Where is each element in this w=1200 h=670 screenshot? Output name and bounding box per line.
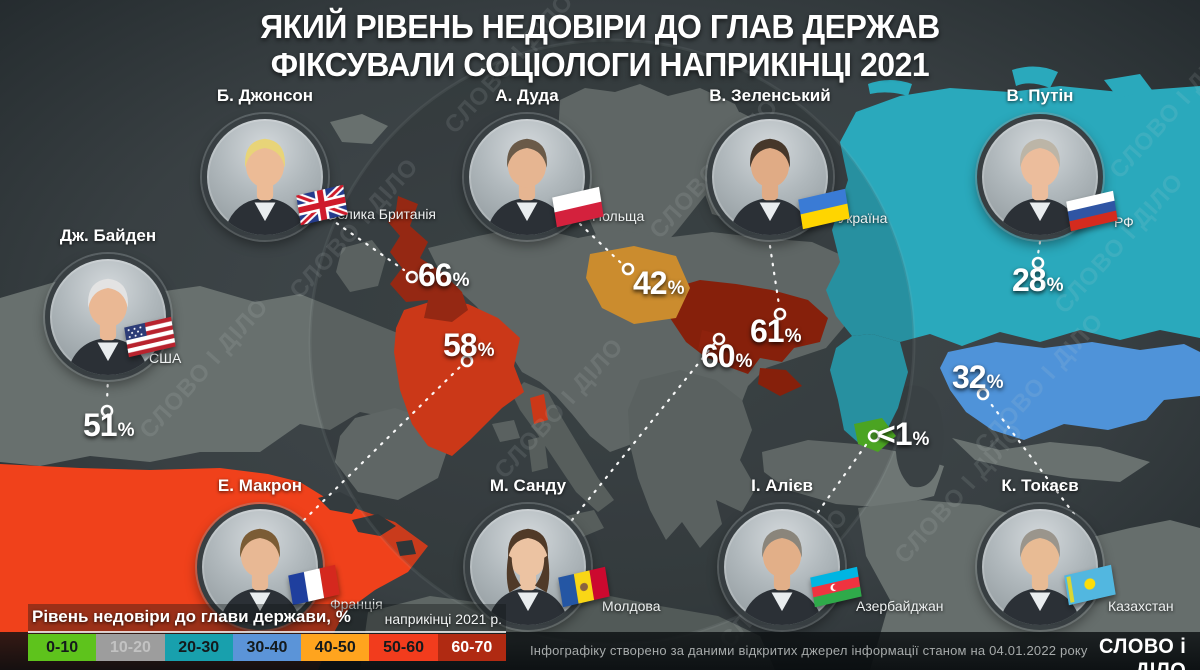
- leader-card-zelensky: В. Зеленський Україна: [685, 86, 887, 240]
- country-label: Азербайджан: [856, 598, 944, 614]
- page-title: ЯКИЙ РІВЕНЬ НЕДОВІРИ ДО ГЛАВ ДЕРЖАВ ФІКС…: [18, 8, 1182, 84]
- legend-bin-0-10: 0-10: [28, 634, 97, 661]
- leader-card-duda: А. Дуда Польща: [442, 86, 644, 240]
- russia-arctic-islands: [868, 66, 1152, 98]
- legend-bin-20-30: 20-30: [164, 634, 233, 661]
- leader-name: Дж. Байден: [59, 226, 157, 245]
- leader-card-johnson: Б. Джонсон Велика Британія: [180, 86, 436, 240]
- leader-card-sandu: М. Санду Молдова: [443, 476, 661, 630]
- legend-color-scale: 0-10 10-20 20-30 30-40 40-50 50-60 60-70: [28, 634, 506, 661]
- leader-card-aliyev: І. Алієв Азербайджан: [697, 476, 944, 630]
- legend-bin-60-70: 60-70: [437, 634, 506, 661]
- kazakhstan-flag-icon: [1064, 564, 1116, 606]
- azerbaijan-flag-icon: [810, 566, 862, 608]
- distrust-value-uk: 66%: [418, 257, 470, 293]
- leader-card-tokayev: К. Токаєв Казахстан: [955, 476, 1174, 630]
- country-label: Польща: [592, 208, 645, 224]
- leader-card-putin: В. Путін РФ: [955, 86, 1134, 240]
- legend: Рівень недовіри до глави держави, % напр…: [28, 604, 506, 661]
- france-flag-icon: [288, 564, 340, 606]
- legend-period-note: наприкінці 2021 р.: [384, 611, 502, 627]
- country-label: Франція: [330, 596, 383, 612]
- distrust-value-azerbaijan: <1%: [877, 416, 930, 452]
- leader-portrait: [45, 254, 171, 380]
- leader-name: І. Алієв: [751, 476, 813, 495]
- distrust-value-france: 58%: [443, 327, 495, 363]
- distrust-value-moldova: 60%: [701, 338, 753, 374]
- usa-flag-icon: [124, 316, 176, 358]
- leader-name: Б. Джонсон: [216, 86, 314, 105]
- country-shape-russia-caucasus: [830, 334, 908, 446]
- leader-name: К. Токаєв: [1001, 476, 1079, 495]
- country-shape-uk: [388, 196, 468, 322]
- person-photo-icon: [740, 528, 824, 625]
- person-photo-icon: [998, 528, 1082, 625]
- leader-name: Е. Макрон: [217, 476, 303, 495]
- distrust-value-ukraine: 61%: [750, 313, 802, 349]
- country-label: Україна: [838, 210, 888, 226]
- legend-header: Рівень недовіри до глави держави, % напр…: [28, 604, 506, 633]
- person-photo-icon: [998, 138, 1082, 235]
- title-line-2: ФІКСУВАЛИ СОЦІОЛОГИ НАПРИКІНЦІ 2021: [270, 46, 930, 83]
- distrust-value-kazakhstan: 32%: [952, 359, 1004, 395]
- source-note: Інфографіку створено за даними відкритих…: [530, 643, 1088, 658]
- leader-name: В. Зеленський: [709, 86, 831, 105]
- ukraine-flag-icon: [798, 188, 850, 230]
- country-label: Молдова: [602, 598, 661, 614]
- uk-flag-icon: [296, 184, 348, 226]
- brand-logo-text: СЛОВО і ДІЛО: [1098, 635, 1187, 670]
- country-shape-crimea: [758, 368, 802, 396]
- brand-logo: СЛОВО і ДІЛО: [1040, 635, 1190, 670]
- legend-bin-40-50: 40-50: [301, 634, 370, 661]
- person-photo-icon: [218, 528, 302, 625]
- distrust-value-usa: 51%: [83, 407, 135, 443]
- leader-card-biden: Дж. Байден США: [23, 226, 193, 380]
- legend-bin-10-20: 10-20: [96, 634, 165, 661]
- person-photo-icon: [485, 138, 569, 235]
- distrust-value-poland: 42%: [633, 265, 685, 301]
- leader-card-macron: Е. Макрон Франція: [175, 476, 383, 630]
- landmass-iceland: [330, 114, 388, 144]
- moldova-flag-icon: [558, 566, 610, 608]
- person-photo-icon: [728, 138, 812, 235]
- leader-portrait: [719, 504, 845, 630]
- legend-bin-30-40: 30-40: [232, 634, 302, 661]
- leader-portrait: [197, 504, 323, 630]
- country-label: США: [149, 350, 182, 366]
- leader-name: М. Санду: [489, 476, 567, 495]
- country-label: РФ: [1114, 214, 1134, 230]
- person-photo-icon: [486, 528, 570, 625]
- distrust-value-russia: 28%: [1012, 262, 1064, 298]
- country-label: Казахстан: [1108, 598, 1174, 614]
- russia-flag-icon: [1066, 190, 1118, 232]
- leader-name: В. Путін: [1006, 86, 1074, 105]
- leader-portrait: [465, 504, 591, 630]
- poland-flag-icon: [552, 186, 604, 228]
- country-shape-corsica: [530, 394, 548, 424]
- caspian-sea: [894, 385, 944, 488]
- leader-portrait: [977, 504, 1103, 630]
- legend-title: Рівень недовіри до глави держави, %: [32, 607, 351, 626]
- legend-bin-50-60: 50-60: [369, 634, 438, 661]
- person-photo-icon: [223, 138, 307, 235]
- leader-name: А. Дуда: [495, 86, 559, 105]
- country-shape-poland: [586, 246, 690, 324]
- title-line-1: ЯКИЙ РІВЕНЬ НЕДОВІРИ ДО ГЛАВ ДЕРЖАВ: [260, 8, 940, 45]
